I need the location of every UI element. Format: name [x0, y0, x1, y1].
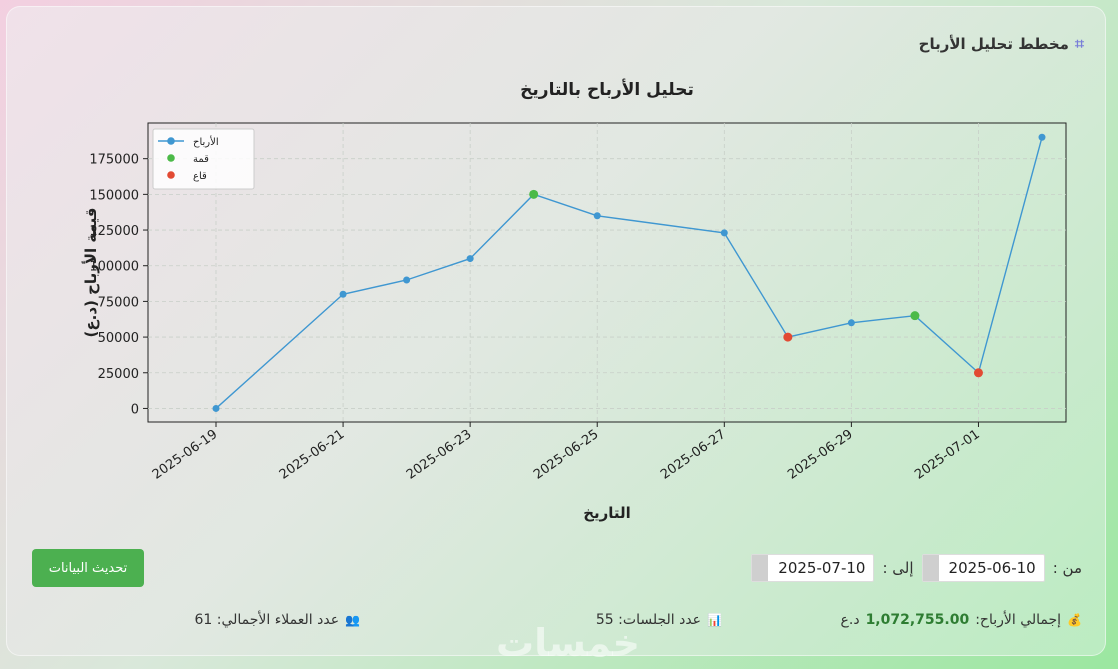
profit-point	[212, 404, 220, 412]
currency-unit: د.ع	[840, 612, 860, 628]
profit-point	[593, 212, 601, 220]
trough-marker	[973, 368, 983, 378]
profit-point	[720, 229, 728, 237]
watermark-logo: خمسات	[496, 621, 640, 665]
total-profits-value: 1,072,755.00	[865, 612, 970, 628]
x-tick-label: 2025-06-25	[531, 427, 602, 483]
y-axis-label: قيمة الأرباح (د.ع)	[82, 208, 100, 338]
y-tick-label: 175000	[89, 153, 139, 168]
profit-point	[1038, 133, 1046, 141]
y-tick-label: 150000	[89, 188, 139, 203]
to-label: إلى :	[882, 559, 914, 577]
chart-title: تحليل الأرباح بالتاريخ	[520, 79, 694, 100]
x-tick-label: 2025-06-27	[658, 427, 729, 483]
total-profits-stat: 💰 إجمالي الأرباح: 1,072,755.00 د.ع	[841, 612, 1082, 628]
y-tick-label: 25000	[98, 367, 139, 382]
from-label: من :	[1052, 559, 1082, 577]
plot-area	[147, 122, 1067, 423]
from-date-input[interactable]: 2025-06-10	[921, 554, 1045, 582]
peak-marker	[910, 311, 920, 321]
bar-chart-icon: 📊	[707, 613, 722, 627]
profit-chart: تحليل الأرباح بالتاريخ 0 25000 50000 75000 10…	[82, 79, 1067, 522]
y-tick-label: 0	[131, 402, 139, 417]
analytics-card: ⌗ مخطط تحليل الأرباح تحليل الأرباح بالتا…	[6, 6, 1106, 665]
x-tick-label: 2025-07-01	[912, 427, 983, 483]
date-filter: من : 2025-06-10 إلى : 2025-07-10	[751, 554, 1082, 582]
trough-marker	[783, 332, 793, 342]
x-tick-label: 2025-06-29	[785, 427, 856, 483]
profits-line	[215, 137, 1043, 409]
legend-label: الأرباح	[193, 135, 219, 148]
money-bag-icon: 💰	[1067, 613, 1082, 627]
profit-point	[403, 276, 411, 284]
date-picker-icon[interactable]	[752, 555, 769, 581]
refresh-data-button[interactable]: تحديث البيانات	[32, 549, 144, 587]
peak-marker	[529, 189, 539, 199]
legend-box	[152, 128, 255, 190]
legend-label: قمة	[193, 154, 209, 165]
clients-stat: 👥 عدد العملاء الأجمالي: 61	[194, 612, 360, 628]
users-icon: 👥	[345, 613, 360, 627]
legend-label: قاع	[193, 171, 207, 182]
y-tick-label: 50000	[98, 331, 139, 346]
to-date-value: 2025-07-10	[778, 559, 866, 577]
sessions-stat: 📊 عدد الجلسات: 55	[596, 612, 722, 628]
to-date-input[interactable]: 2025-07-10	[751, 554, 875, 582]
from-date-value: 2025-06-10	[948, 559, 1036, 577]
sessions-count: عدد الجلسات: 55	[595, 612, 702, 628]
profit-point	[339, 290, 347, 298]
x-tick-label: 2025-06-19	[150, 427, 221, 483]
total-profits-label: إجمالي الأرباح:	[975, 612, 1062, 628]
profit-point	[466, 255, 474, 263]
panel-header: ⌗ مخطط تحليل الأرباح	[919, 34, 1084, 54]
y-tick-label: 100000	[89, 260, 139, 275]
y-tick-label: 125000	[89, 224, 139, 239]
x-axis-label: التاريخ	[583, 504, 631, 522]
clients-count: عدد العملاء الأجمالي: 61	[194, 612, 340, 628]
legend-marker	[167, 154, 175, 162]
legend-marker	[167, 171, 175, 179]
panel-title: مخطط تحليل الأرباح	[918, 35, 1069, 53]
legend-marker	[167, 137, 175, 145]
y-tick-label: 75000	[98, 295, 139, 310]
x-tick-label: 2025-06-23	[404, 427, 475, 483]
date-picker-icon[interactable]	[922, 555, 939, 581]
x-tick-label: 2025-06-21	[277, 427, 348, 483]
profit-point	[847, 319, 855, 327]
chart-icon: ⌗	[1074, 34, 1084, 53]
